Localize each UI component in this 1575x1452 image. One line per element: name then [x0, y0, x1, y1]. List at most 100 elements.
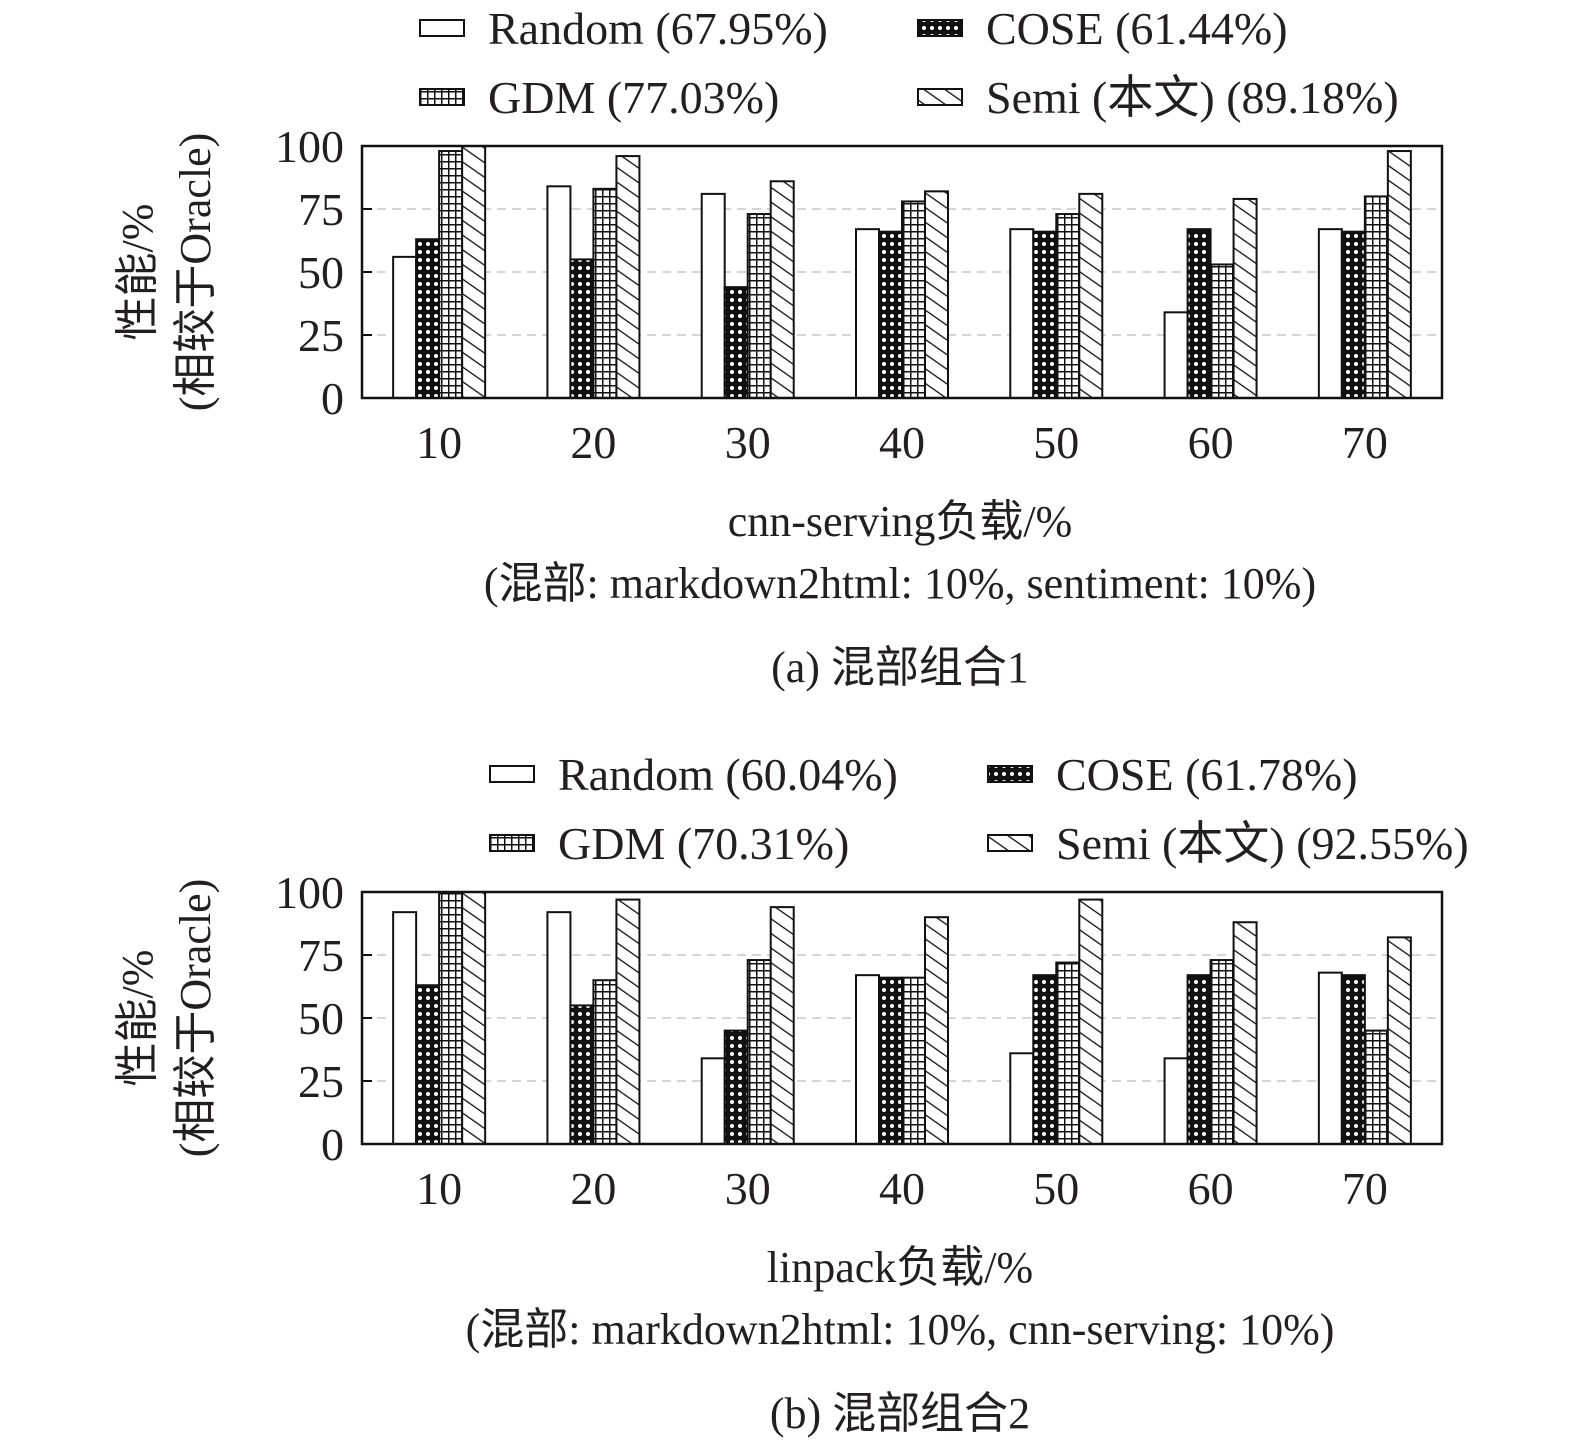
bar-cose-70 — [1340, 230, 1366, 399]
y-tick-label: 75 — [298, 930, 344, 981]
x-tick-label: 20 — [570, 417, 616, 468]
bar-cose-40 — [878, 230, 903, 399]
bar-cose-30 — [723, 1029, 749, 1146]
bar-gdm-20 — [592, 187, 618, 399]
y-axis-title-line1: 性能/% — [113, 204, 162, 341]
bar-semi-20 — [615, 155, 641, 399]
x-tick-label: 50 — [1033, 417, 1079, 468]
bar-cose-60 — [1186, 228, 1212, 399]
bar-random-50 — [1009, 1052, 1035, 1145]
panel-caption: (b) 混部组合2 — [770, 1389, 1030, 1438]
legend-swatch — [987, 765, 1033, 783]
bar-semi-30 — [769, 906, 795, 1145]
x-axis-title: cnn-serving负载/% — [728, 497, 1073, 546]
legend-item-cose: COSE (61.78%) — [987, 749, 1358, 800]
bar-gdm-30 — [746, 213, 772, 399]
legend-label: Random (60.04%) — [558, 749, 898, 800]
bar-random-60 — [1163, 311, 1189, 400]
y-tick-label: 25 — [298, 310, 344, 361]
y-axis: 0 25 50 75 100 — [275, 121, 372, 424]
x-tick-label: 40 — [879, 417, 925, 468]
bar-semi-70 — [1386, 936, 1412, 1145]
bar-cose-50 — [1032, 230, 1058, 399]
bar-gdm-40 — [901, 200, 926, 399]
legend-label: COSE (61.44%) — [986, 3, 1288, 54]
bar-random-70 — [1317, 971, 1343, 1145]
y-tick-label: 75 — [298, 184, 344, 235]
legend-swatch — [489, 765, 535, 783]
legend-label: Random (67.95%) — [488, 3, 828, 54]
y-axis-title-line2: (相较于Oracle) — [171, 879, 220, 1158]
y-axis-title: 性能/% (相较于Oracle) — [113, 133, 220, 412]
x-tick-label: 50 — [1033, 1163, 1079, 1214]
bar-semi-70 — [1386, 150, 1412, 399]
bar-random-20 — [546, 185, 572, 399]
bar-cose-70 — [1340, 974, 1366, 1145]
legend-swatch — [419, 88, 465, 106]
bars — [392, 891, 1412, 1146]
bar-semi-10 — [461, 891, 487, 1145]
x-tick-label: 70 — [1342, 1163, 1388, 1214]
bar-semi-40 — [924, 190, 949, 399]
bar-gdm-70 — [1363, 195, 1389, 399]
legend-item-semi: Semi (本文) (89.18%) — [917, 72, 1399, 123]
legend-item-random: Random (67.95%) — [419, 3, 828, 54]
bar-random-40 — [855, 974, 880, 1145]
x-tick-label: 30 — [725, 1163, 771, 1214]
bar-random-30 — [700, 1057, 726, 1146]
bar-gdm-20 — [592, 979, 618, 1145]
bar-cose-20 — [569, 258, 595, 399]
chart-panel-b: Random (60.04%) COSE (61.78%) GDM (70.31%)… — [113, 749, 1469, 1438]
y-tick-label: 50 — [298, 247, 344, 298]
legend-label: COSE (61.78%) — [1056, 749, 1358, 800]
y-tick-label: 100 — [275, 867, 344, 918]
legend-item-cose: COSE (61.44%) — [917, 3, 1288, 54]
bar-gdm-30 — [746, 959, 772, 1145]
bar-gdm-50 — [1055, 961, 1081, 1145]
x-axis-subtitle: (混部: markdown2html: 10%, sentiment: 10%) — [484, 559, 1316, 608]
legend-swatch — [419, 19, 465, 37]
legend-item-gdm: GDM (77.03%) — [419, 72, 779, 123]
y-tick-label: 0 — [321, 373, 344, 424]
legend-label: Semi (本文) (92.55%) — [1056, 818, 1469, 869]
legend: Random (60.04%) COSE (61.78%) GDM (70.31%)… — [489, 749, 1469, 869]
bar-semi-60 — [1232, 921, 1258, 1145]
x-axis: 10 20 30 40 50 60 70 — [416, 1163, 1388, 1214]
bar-cose-10 — [415, 238, 441, 399]
bar-semi-50 — [1078, 898, 1104, 1145]
bar-semi-60 — [1232, 197, 1258, 399]
bar-cose-50 — [1032, 974, 1058, 1145]
legend-swatch — [917, 88, 963, 106]
bar-random-20 — [546, 911, 572, 1145]
legend-label: GDM (77.03%) — [488, 72, 779, 123]
x-tick-label: 60 — [1188, 417, 1234, 468]
legend-label: GDM (70.31%) — [558, 818, 849, 869]
bar-random-30 — [700, 192, 726, 399]
legend-item-gdm: GDM (70.31%) — [489, 818, 849, 869]
bar-semi-20 — [615, 898, 641, 1145]
y-axis: 0 25 50 75 100 — [275, 867, 372, 1170]
x-axis-title: linpack负载/% — [767, 1243, 1033, 1292]
chart-panel-a: Random (67.95%) COSE (61.44%) GDM (77.03%)… — [113, 3, 1444, 692]
legend-swatch — [917, 19, 963, 37]
bar-random-40 — [855, 228, 880, 399]
x-tick-label: 30 — [725, 417, 771, 468]
bar-gdm-50 — [1055, 213, 1081, 399]
y-tick-label: 25 — [298, 1056, 344, 1107]
x-axis-subtitle: (混部: markdown2html: 10%, cnn-serving: 10… — [466, 1305, 1335, 1354]
bar-semi-30 — [769, 180, 795, 399]
bar-gdm-60 — [1209, 263, 1235, 399]
bar-random-50 — [1009, 228, 1035, 399]
bar-semi-50 — [1078, 192, 1104, 399]
x-tick-label: 40 — [879, 1163, 925, 1214]
legend-swatch — [987, 834, 1033, 852]
x-tick-label: 70 — [1342, 417, 1388, 468]
legend-item-semi: Semi (本文) (92.55%) — [987, 818, 1469, 869]
bar-semi-40 — [924, 916, 949, 1145]
bar-gdm-10 — [438, 150, 464, 399]
panel-caption: (a) 混部组合1 — [771, 643, 1029, 692]
bar-cose-30 — [723, 286, 749, 399]
x-axis: 10 20 30 40 50 60 70 — [416, 417, 1388, 468]
y-axis-title: 性能/% (相较于Oracle) — [113, 879, 220, 1158]
